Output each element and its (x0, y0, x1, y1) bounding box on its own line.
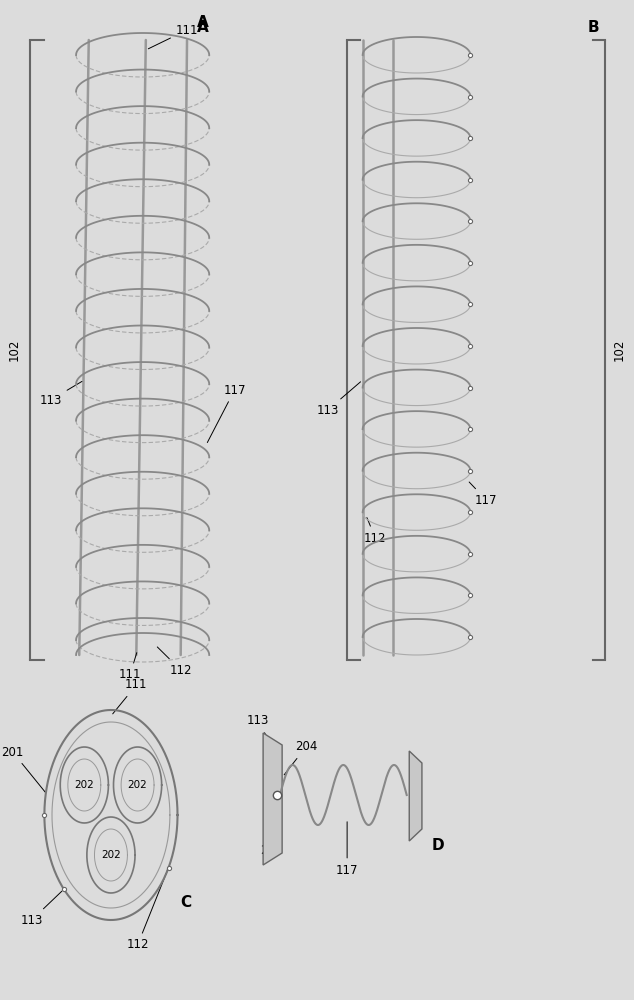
Text: 113: 113 (39, 381, 82, 406)
Text: 113: 113 (316, 382, 361, 416)
Text: 202: 202 (127, 780, 148, 790)
Text: A: A (197, 15, 209, 30)
Text: A: A (197, 20, 209, 35)
Text: 112: 112 (157, 647, 192, 677)
Text: D: D (431, 838, 444, 853)
Text: 112: 112 (126, 870, 167, 952)
Text: 112: 112 (364, 518, 387, 544)
Text: 111: 111 (119, 653, 141, 682)
Text: 111: 111 (148, 23, 198, 49)
Text: C: C (181, 895, 192, 910)
Text: 102: 102 (613, 339, 626, 361)
Text: 117: 117 (336, 822, 358, 876)
Text: 201: 201 (1, 746, 46, 793)
Text: 203: 203 (260, 808, 282, 856)
Text: 202: 202 (74, 780, 94, 790)
Text: 113: 113 (20, 891, 62, 926)
Text: 204: 204 (284, 740, 317, 775)
Text: 117: 117 (469, 482, 498, 506)
Polygon shape (410, 751, 422, 841)
Text: 117: 117 (207, 383, 246, 443)
Text: 202: 202 (101, 850, 121, 860)
Text: B: B (588, 20, 599, 35)
Polygon shape (263, 733, 282, 865)
Text: 102: 102 (8, 339, 20, 361)
Text: 111: 111 (113, 678, 148, 714)
Text: 113: 113 (247, 714, 273, 749)
